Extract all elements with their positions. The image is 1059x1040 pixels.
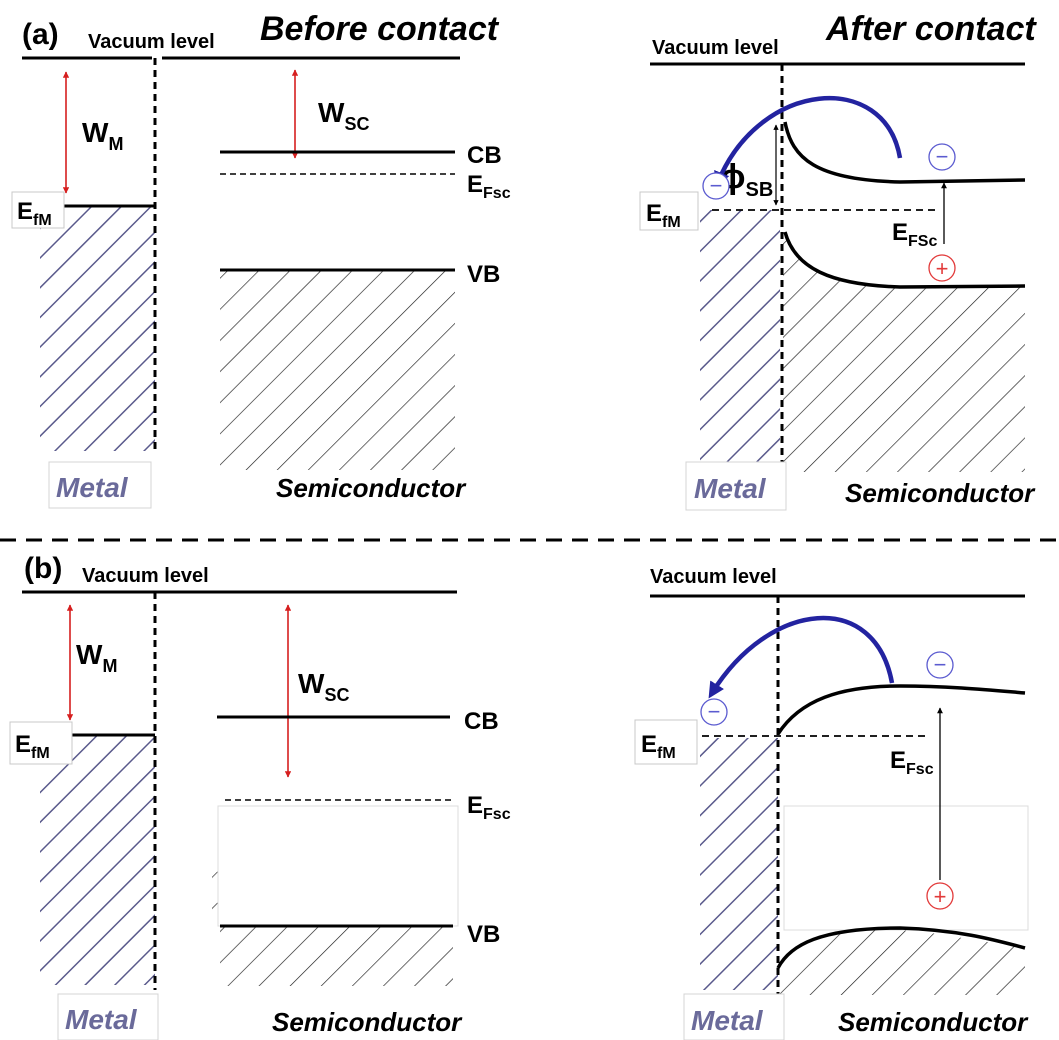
cover-box <box>217 805 459 927</box>
panel-b-tag: (b) <box>24 552 62 585</box>
electron-transfer-arrow <box>714 96 903 188</box>
vb-label: VB <box>467 921 500 948</box>
panel-b-after: Vacuum level EfM EFsc − − + Metal Semico… <box>634 566 1029 1040</box>
wsc-label: WSC <box>298 668 349 705</box>
efsc-label: EFsc <box>890 747 934 778</box>
hole-sign: + <box>936 256 949 281</box>
wm-label: WM <box>82 117 123 154</box>
metal-label: Metal <box>691 1005 764 1036</box>
hole-icon <box>926 882 954 910</box>
semiconductor-valence-hatch <box>220 926 453 986</box>
cb-label: CB <box>464 708 499 735</box>
metal-label-box <box>57 993 159 1040</box>
metal-label: Metal <box>694 473 767 504</box>
vacuum-level-label: Vacuum level <box>88 31 215 53</box>
efsc-label: EFsc <box>467 792 511 823</box>
efm-label: EfM <box>15 731 50 762</box>
metal-label-box <box>685 461 787 511</box>
semiconductor-label: Semiconductor <box>272 1007 463 1037</box>
efsc-label: EFSc <box>892 219 937 250</box>
efm-label: EfM <box>641 731 676 762</box>
metal-label-box <box>683 993 785 1040</box>
semiconductor-label: Semiconductor <box>845 478 1036 508</box>
panel-a-before: (a) Vacuum level Before contact WM EfM W… <box>11 10 511 509</box>
efm-label: EfM <box>646 200 681 231</box>
panel-a-tag: (a) <box>22 18 59 51</box>
metal-label-box <box>48 461 152 509</box>
semiconductor-valence-hatch <box>783 232 1025 472</box>
efm-label-box <box>634 719 698 765</box>
conduction-band-bent <box>776 684 1026 735</box>
metal-hatch <box>40 206 155 451</box>
vacuum-level-label: Vacuum level <box>652 37 779 59</box>
cb-label: CB <box>467 142 502 169</box>
valence-band-bent <box>783 231 1026 289</box>
metal-hatch <box>40 735 155 985</box>
panel-a-after: Vacuum level After contact EfM ϕSB EFSc … <box>639 10 1037 511</box>
hole-sign: + <box>934 884 947 909</box>
semiconductor-valence-hatch <box>778 928 1025 995</box>
efm-label-box <box>11 191 65 229</box>
electron-icon <box>926 651 954 679</box>
electron-icon <box>700 698 728 726</box>
vb-label: VB <box>467 261 500 288</box>
after-contact-heading: After contact <box>825 10 1037 48</box>
electron-sign: − <box>710 173 723 198</box>
panel-b-before: (b) Vacuum level WM EfM WSC CB EFsc VB M… <box>9 552 511 1040</box>
electron-transfer-arrow <box>708 616 895 699</box>
semiconductor-valence-hatch <box>220 270 455 470</box>
metal-hatch <box>700 210 780 470</box>
semiconductor-label: Semiconductor <box>276 473 467 503</box>
wsc-label: WSC <box>318 97 369 134</box>
conduction-band-bent <box>783 121 1026 184</box>
electron-icon <box>702 172 730 200</box>
efm-label-box <box>9 721 73 765</box>
metal-label: Metal <box>56 472 129 503</box>
electron-sign: − <box>708 699 721 724</box>
efsc-label: EFsc <box>467 171 511 202</box>
efm-label: EfM <box>17 198 52 229</box>
valence-band-bent <box>776 926 1026 969</box>
electron-sign: − <box>934 652 947 677</box>
metal-label: Metal <box>65 1004 138 1035</box>
cover-box <box>783 805 1029 931</box>
wm-label: WM <box>76 639 117 676</box>
electron-sign: − <box>936 144 949 169</box>
vacuum-level-label: Vacuum level <box>82 565 209 587</box>
electron-icon <box>928 143 956 171</box>
metal-hatch <box>700 738 778 990</box>
hatch-remnant <box>212 868 220 928</box>
vacuum-level-label: Vacuum level <box>650 566 777 588</box>
semiconductor-label: Semiconductor <box>838 1007 1029 1037</box>
before-contact-heading: Before contact <box>260 10 500 48</box>
hole-icon <box>928 254 956 282</box>
efm-label-box <box>639 191 699 231</box>
